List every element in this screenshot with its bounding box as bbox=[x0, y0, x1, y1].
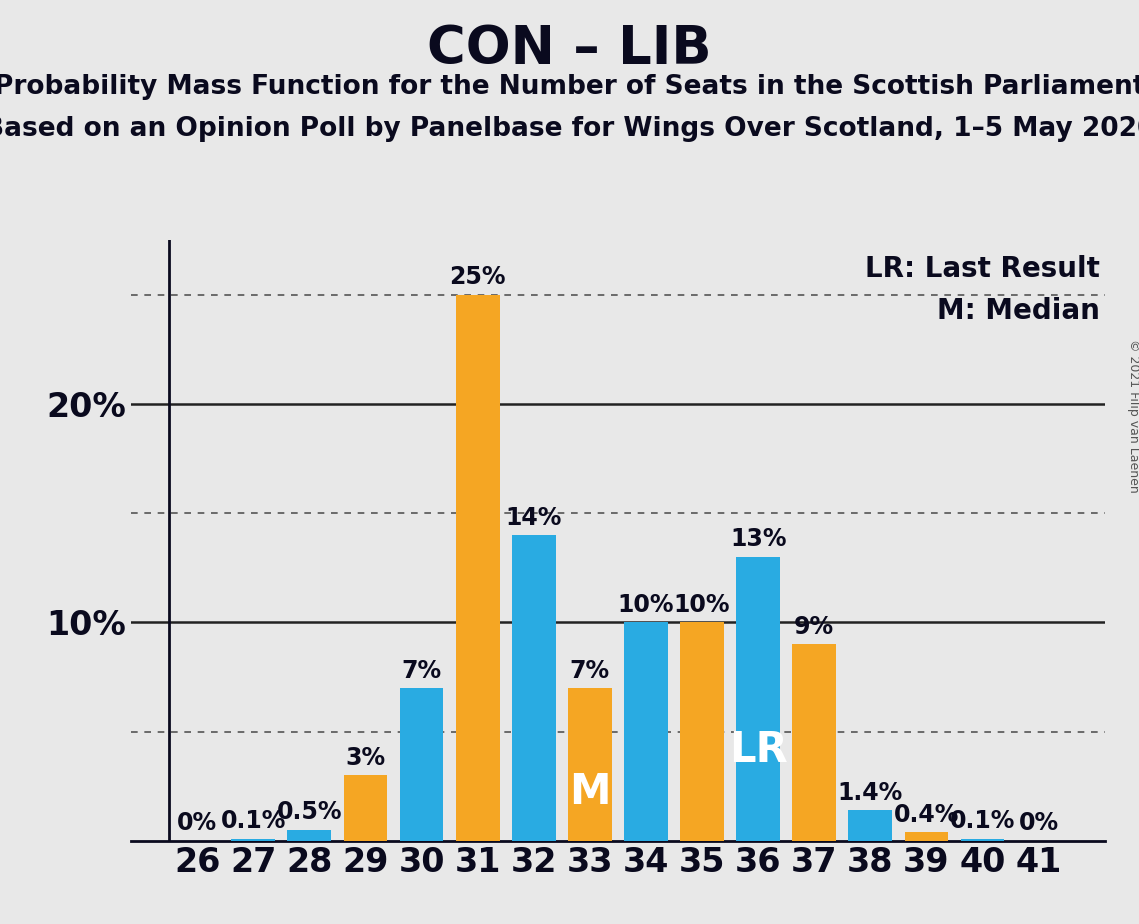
Text: 0%: 0% bbox=[177, 811, 218, 835]
Text: 3%: 3% bbox=[345, 746, 385, 770]
Text: 0.1%: 0.1% bbox=[221, 809, 286, 833]
Bar bbox=[511, 535, 556, 841]
Bar bbox=[904, 833, 949, 841]
Text: Based on an Opinion Poll by Panelbase for Wings Over Scotland, 1–5 May 2020: Based on an Opinion Poll by Panelbase fo… bbox=[0, 116, 1139, 142]
Text: 13%: 13% bbox=[730, 528, 786, 552]
Text: M: Median: M: Median bbox=[937, 298, 1100, 325]
Text: 9%: 9% bbox=[794, 614, 835, 638]
Text: LR: LR bbox=[729, 729, 787, 771]
Text: 0.5%: 0.5% bbox=[277, 800, 342, 824]
Text: 0.1%: 0.1% bbox=[950, 809, 1015, 833]
Bar bbox=[344, 775, 387, 841]
Text: 1.4%: 1.4% bbox=[838, 781, 903, 805]
Text: CON – LIB: CON – LIB bbox=[427, 23, 712, 75]
Text: 10%: 10% bbox=[674, 593, 730, 617]
Bar bbox=[400, 688, 443, 841]
Text: 10%: 10% bbox=[617, 593, 674, 617]
Bar bbox=[624, 623, 667, 841]
Bar bbox=[287, 830, 331, 841]
Bar bbox=[736, 557, 780, 841]
Text: 7%: 7% bbox=[570, 659, 609, 683]
Text: 25%: 25% bbox=[450, 265, 506, 289]
Text: 0.4%: 0.4% bbox=[894, 803, 959, 827]
Text: M: M bbox=[570, 771, 611, 813]
Text: 7%: 7% bbox=[401, 659, 442, 683]
Text: Probability Mass Function for the Number of Seats in the Scottish Parliament: Probability Mass Function for the Number… bbox=[0, 74, 1139, 100]
Bar bbox=[849, 810, 892, 841]
Bar bbox=[231, 839, 276, 841]
Bar bbox=[793, 644, 836, 841]
Bar bbox=[568, 688, 612, 841]
Text: LR: Last Result: LR: Last Result bbox=[866, 255, 1100, 284]
Text: © 2021 Filip van Laenen: © 2021 Filip van Laenen bbox=[1126, 339, 1139, 492]
Bar bbox=[456, 295, 500, 841]
Bar bbox=[680, 623, 724, 841]
Bar bbox=[960, 839, 1005, 841]
Text: 14%: 14% bbox=[506, 505, 562, 529]
Text: 0%: 0% bbox=[1018, 811, 1059, 835]
